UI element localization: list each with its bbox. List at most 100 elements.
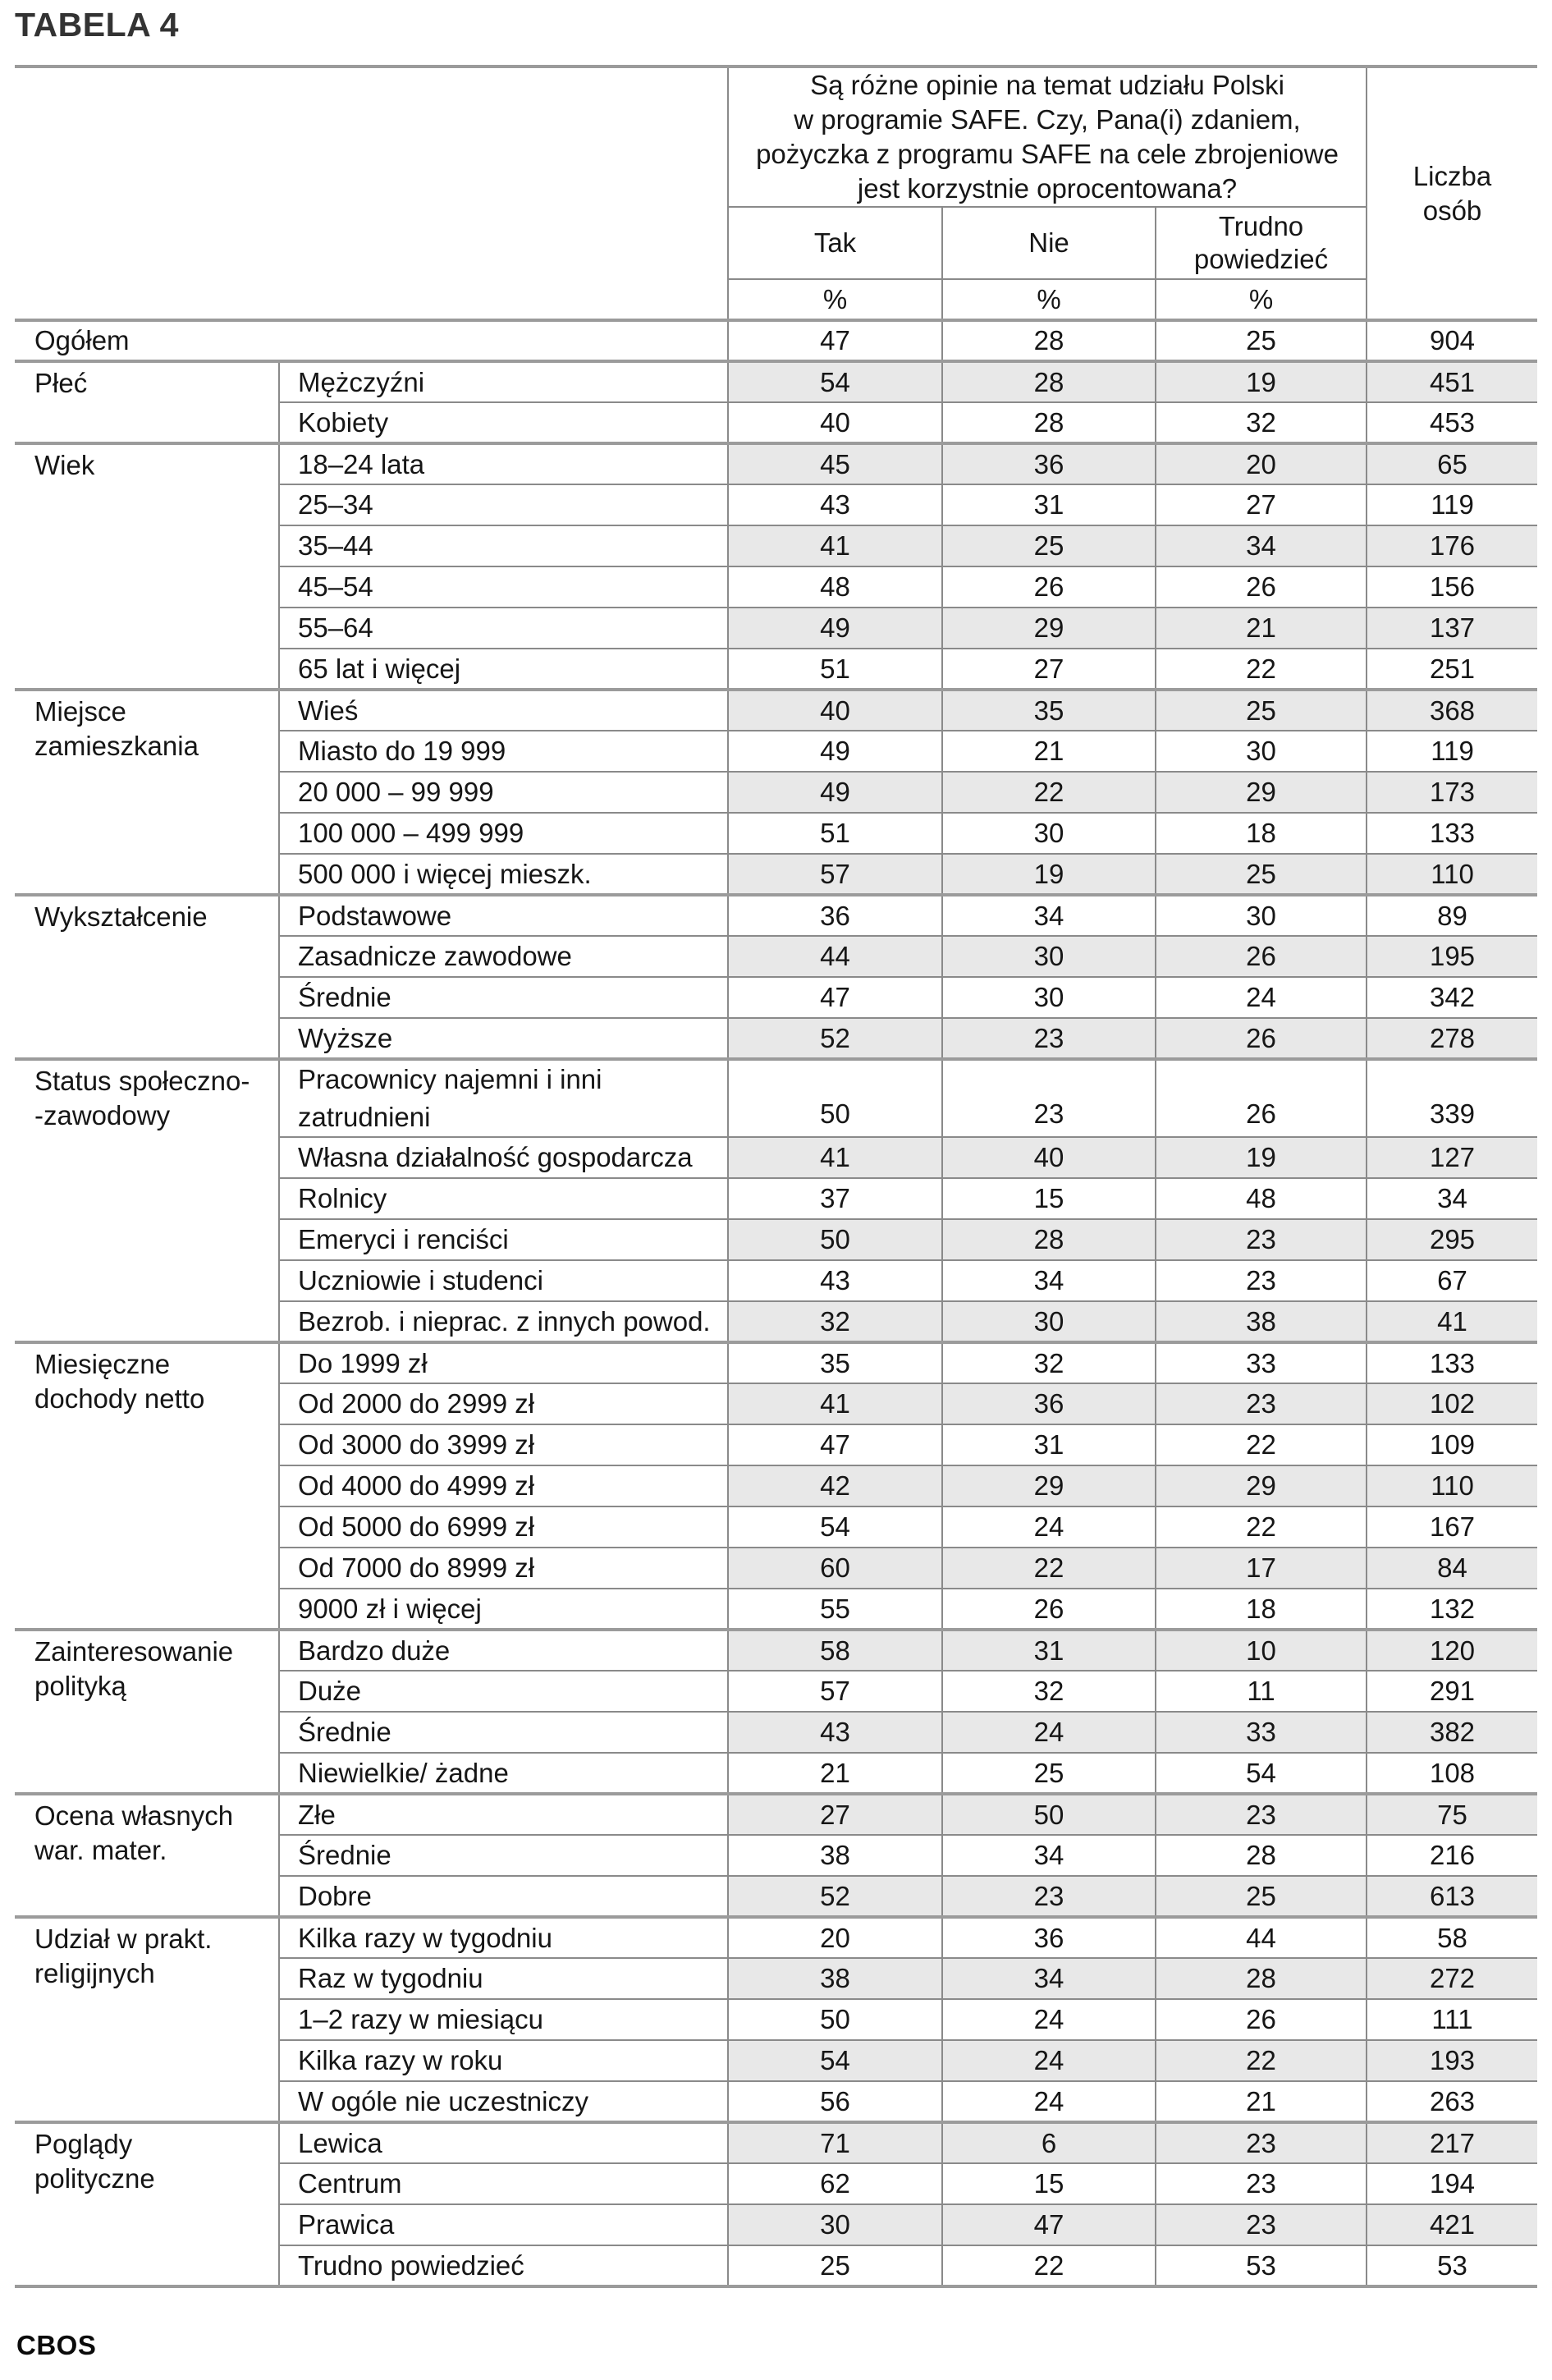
cell-tak: 47 (727, 1424, 943, 1465)
table-row: Miesięczne dochody netto Do 1999 zł 35 32 33… (15, 1341, 1537, 1630)
row-label: Ogółem (15, 319, 729, 361)
table-row: 25–34 43 31 27 119 (15, 484, 1537, 525)
table-row: 100 000 – 499 999 51 30 18 133 (15, 812, 1537, 854)
header-row-answers: Tak Nie Trudno powiedzieć (15, 207, 1537, 280)
cell-tak: 43 (727, 1711, 943, 1753)
cell-nie: 24 (941, 2039, 1156, 2081)
row-label: Od 4000 do 4999 zł (279, 1465, 729, 1506)
cell-nie: 22 (941, 2245, 1156, 2286)
row-label: Od 5000 do 6999 zł (279, 1506, 729, 1548)
cell-nie: 30 (941, 935, 1156, 977)
cell-tak: 20 (727, 1915, 943, 1958)
cell-trudno-powiedziec: 23 (1155, 1259, 1367, 1301)
cell-tak: 47 (727, 976, 943, 1018)
table-body: Ogółem 47 28 25 904 Płeć Mężczyźni 54 28 19 451 Kob… (15, 319, 1537, 2286)
header-row-percent: % % % (15, 279, 1537, 320)
cell-liczba-osob: 119 (1366, 730, 1537, 772)
cell-tak: 25 (727, 2245, 943, 2286)
cell-liczba-osob: 65 (1366, 442, 1537, 484)
row-label: Miasto do 19 999 (279, 730, 729, 772)
cell-liczba-osob: 53 (1366, 2245, 1537, 2286)
cell-nie: 15 (941, 1177, 1156, 1219)
percent-sign: % (1155, 279, 1367, 320)
row-label: 1–2 razy w miesiącu (279, 1998, 729, 2040)
table-row: 55–64 49 29 21 137 (15, 607, 1537, 649)
cell-liczba-osob: 132 (1366, 1588, 1537, 1630)
cell-trudno-powiedziec: 22 (1155, 1424, 1367, 1465)
cell-trudno-powiedziec: 53 (1155, 2245, 1367, 2286)
cell-trudno-powiedziec: 21 (1155, 2080, 1367, 2122)
cell-nie: 25 (941, 1752, 1156, 1794)
cell-tak: 51 (727, 812, 943, 854)
cell-nie: 35 (941, 688, 1156, 731)
cell-nie: 22 (941, 1547, 1156, 1589)
row-label: Wyższe (279, 1017, 729, 1059)
cell-liczba-osob: 108 (1366, 1752, 1537, 1794)
cell-liczba-osob: 110 (1366, 853, 1537, 895)
cell-trudno-powiedziec: 18 (1155, 1588, 1367, 1630)
row-label: Bardzo duże (279, 1628, 729, 1671)
cell-liczba-osob: 176 (1366, 525, 1537, 566)
row-label: 20 000 – 99 999 (279, 771, 729, 813)
survey-question: Są różne opinie na temat udziału Polski … (727, 66, 1367, 208)
cell-trudno-powiedziec: 23 (1155, 2162, 1367, 2204)
cell-nie: 34 (941, 1957, 1156, 1999)
cell-liczba-osob: 451 (1366, 360, 1537, 402)
cell-nie: 34 (941, 1259, 1156, 1301)
cell-trudno-powiedziec: 21 (1155, 607, 1367, 649)
table-row: Od 3000 do 3999 zł 47 31 22 109 (15, 1424, 1537, 1465)
row-label: 35–44 (279, 525, 729, 566)
row-label: 25–34 (279, 484, 729, 525)
table-row: Zasadnicze zawodowe 44 30 26 195 (15, 935, 1537, 977)
table-row: 9000 zł i więcej 55 26 18 132 (15, 1588, 1537, 1630)
cell-trudno-powiedziec: 44 (1155, 1915, 1367, 1958)
cell-trudno-powiedziec: 30 (1155, 893, 1367, 936)
cell-trudno-powiedziec: 26 (1155, 1017, 1367, 1059)
cell-tak: 21 (727, 1752, 943, 1794)
cell-trudno-powiedziec: 22 (1155, 1506, 1367, 1548)
row-label: 100 000 – 499 999 (279, 812, 729, 854)
cell-tak: 37 (727, 1177, 943, 1219)
cell-tak: 49 (727, 771, 943, 813)
cell-liczba-osob: 272 (1366, 1957, 1537, 1999)
group-label: Status społeczno- -zawodowy (15, 1057, 280, 1342)
cell-tak: 62 (727, 2162, 943, 2204)
table-row: Od 5000 do 6999 zł 54 24 22 167 (15, 1506, 1537, 1548)
cell-nie: 23 (941, 1017, 1156, 1059)
cell-nie: 15 (941, 2162, 1156, 2204)
cell-tak: 41 (727, 1136, 943, 1178)
cell-trudno-powiedziec: 28 (1155, 1957, 1367, 1999)
table-row: 1–2 razy w miesiącu 50 24 26 111 (15, 1998, 1537, 2040)
table-row: Rolnicy 37 15 48 34 (15, 1177, 1537, 1219)
row-label: Niewielkie/ żadne (279, 1752, 729, 1794)
cell-trudno-powiedziec: 19 (1155, 360, 1367, 402)
cell-trudno-powiedziec: 11 (1155, 1670, 1367, 1712)
cell-trudno-powiedziec: 26 (1155, 566, 1367, 608)
table-row: Kilka razy w roku 54 24 22 193 (15, 2039, 1537, 2081)
table-row: Dobre 52 23 25 613 (15, 1875, 1537, 1917)
cell-nie: 40 (941, 1136, 1156, 1178)
cell-trudno-powiedziec: 24 (1155, 976, 1367, 1018)
table-row: Uczniowie i studenci 43 34 23 67 (15, 1259, 1537, 1301)
cell-tak: 50 (727, 1218, 943, 1260)
cell-liczba-osob: 278 (1366, 1017, 1537, 1059)
row-label: Dobre (279, 1875, 729, 1917)
cell-nie: 29 (941, 607, 1156, 649)
row-label: Rolnicy (279, 1177, 729, 1219)
table-row: Emeryci i renciści 50 28 23 295 (15, 1218, 1537, 1260)
cell-tak: 52 (727, 1017, 943, 1059)
row-label: Emeryci i renciści (279, 1218, 729, 1260)
cell-liczba-osob: 58 (1366, 1915, 1537, 1958)
group-label: Płeć (15, 360, 280, 443)
table-row: 35–44 41 25 34 176 (15, 525, 1537, 566)
cell-tak: 41 (727, 1383, 943, 1424)
cell-tak: 54 (727, 360, 943, 402)
cell-trudno-powiedziec: 22 (1155, 2039, 1367, 2081)
cell-nie: 23 (941, 1057, 1156, 1137)
cell-tak: 50 (727, 1998, 943, 2040)
table-row: Miejsce zamieszkania Wieś 40 35 25 368 (15, 688, 1537, 895)
cell-nie: 28 (941, 401, 1156, 443)
cell-nie: 28 (941, 360, 1156, 402)
row-label: Uczniowie i studenci (279, 1259, 729, 1301)
